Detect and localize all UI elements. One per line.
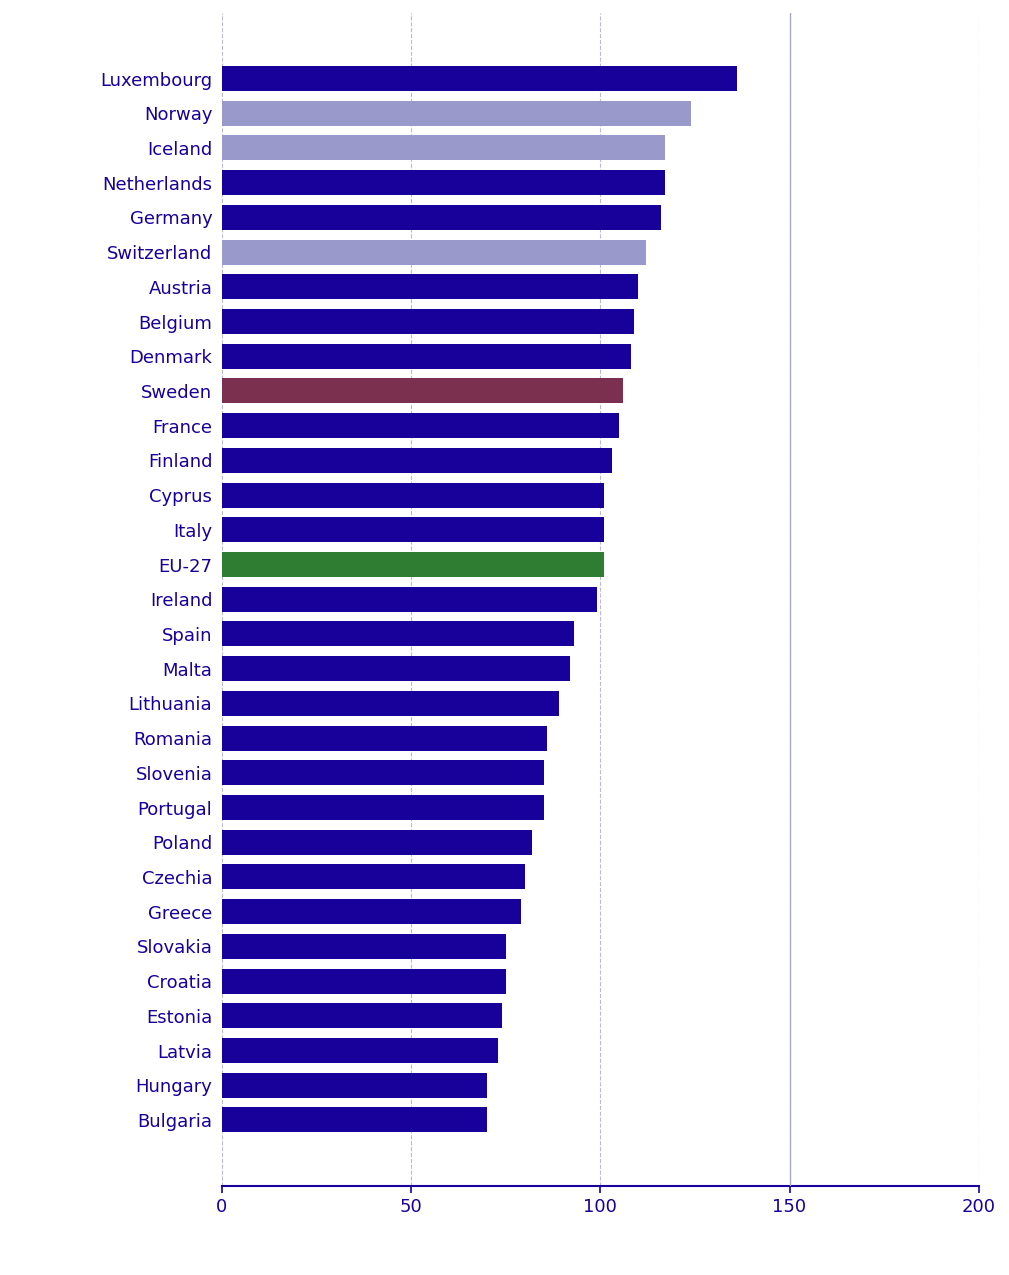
Bar (222, 864, 525, 890)
Bar (222, 205, 661, 230)
Bar (222, 309, 635, 334)
Bar (222, 483, 604, 507)
Bar (222, 135, 665, 161)
Bar (222, 586, 596, 612)
Bar (222, 101, 691, 126)
Bar (222, 621, 574, 646)
Bar (222, 691, 559, 715)
Bar (222, 899, 521, 924)
Bar (222, 1003, 501, 1029)
Bar (222, 240, 646, 265)
Bar (222, 725, 547, 751)
Bar (222, 274, 638, 300)
Bar (222, 344, 631, 368)
Bar (222, 969, 506, 993)
Bar (222, 760, 544, 785)
Bar (222, 933, 506, 959)
Bar (222, 1108, 486, 1132)
Bar (222, 518, 604, 542)
Bar (222, 1038, 498, 1063)
Bar (222, 448, 611, 473)
Bar (222, 796, 544, 820)
Bar (222, 552, 604, 578)
Bar (222, 1072, 486, 1098)
Bar (222, 170, 665, 195)
Bar (222, 830, 533, 854)
Bar (222, 379, 623, 403)
Bar (222, 657, 570, 681)
Bar (222, 413, 620, 439)
Bar (222, 66, 737, 91)
